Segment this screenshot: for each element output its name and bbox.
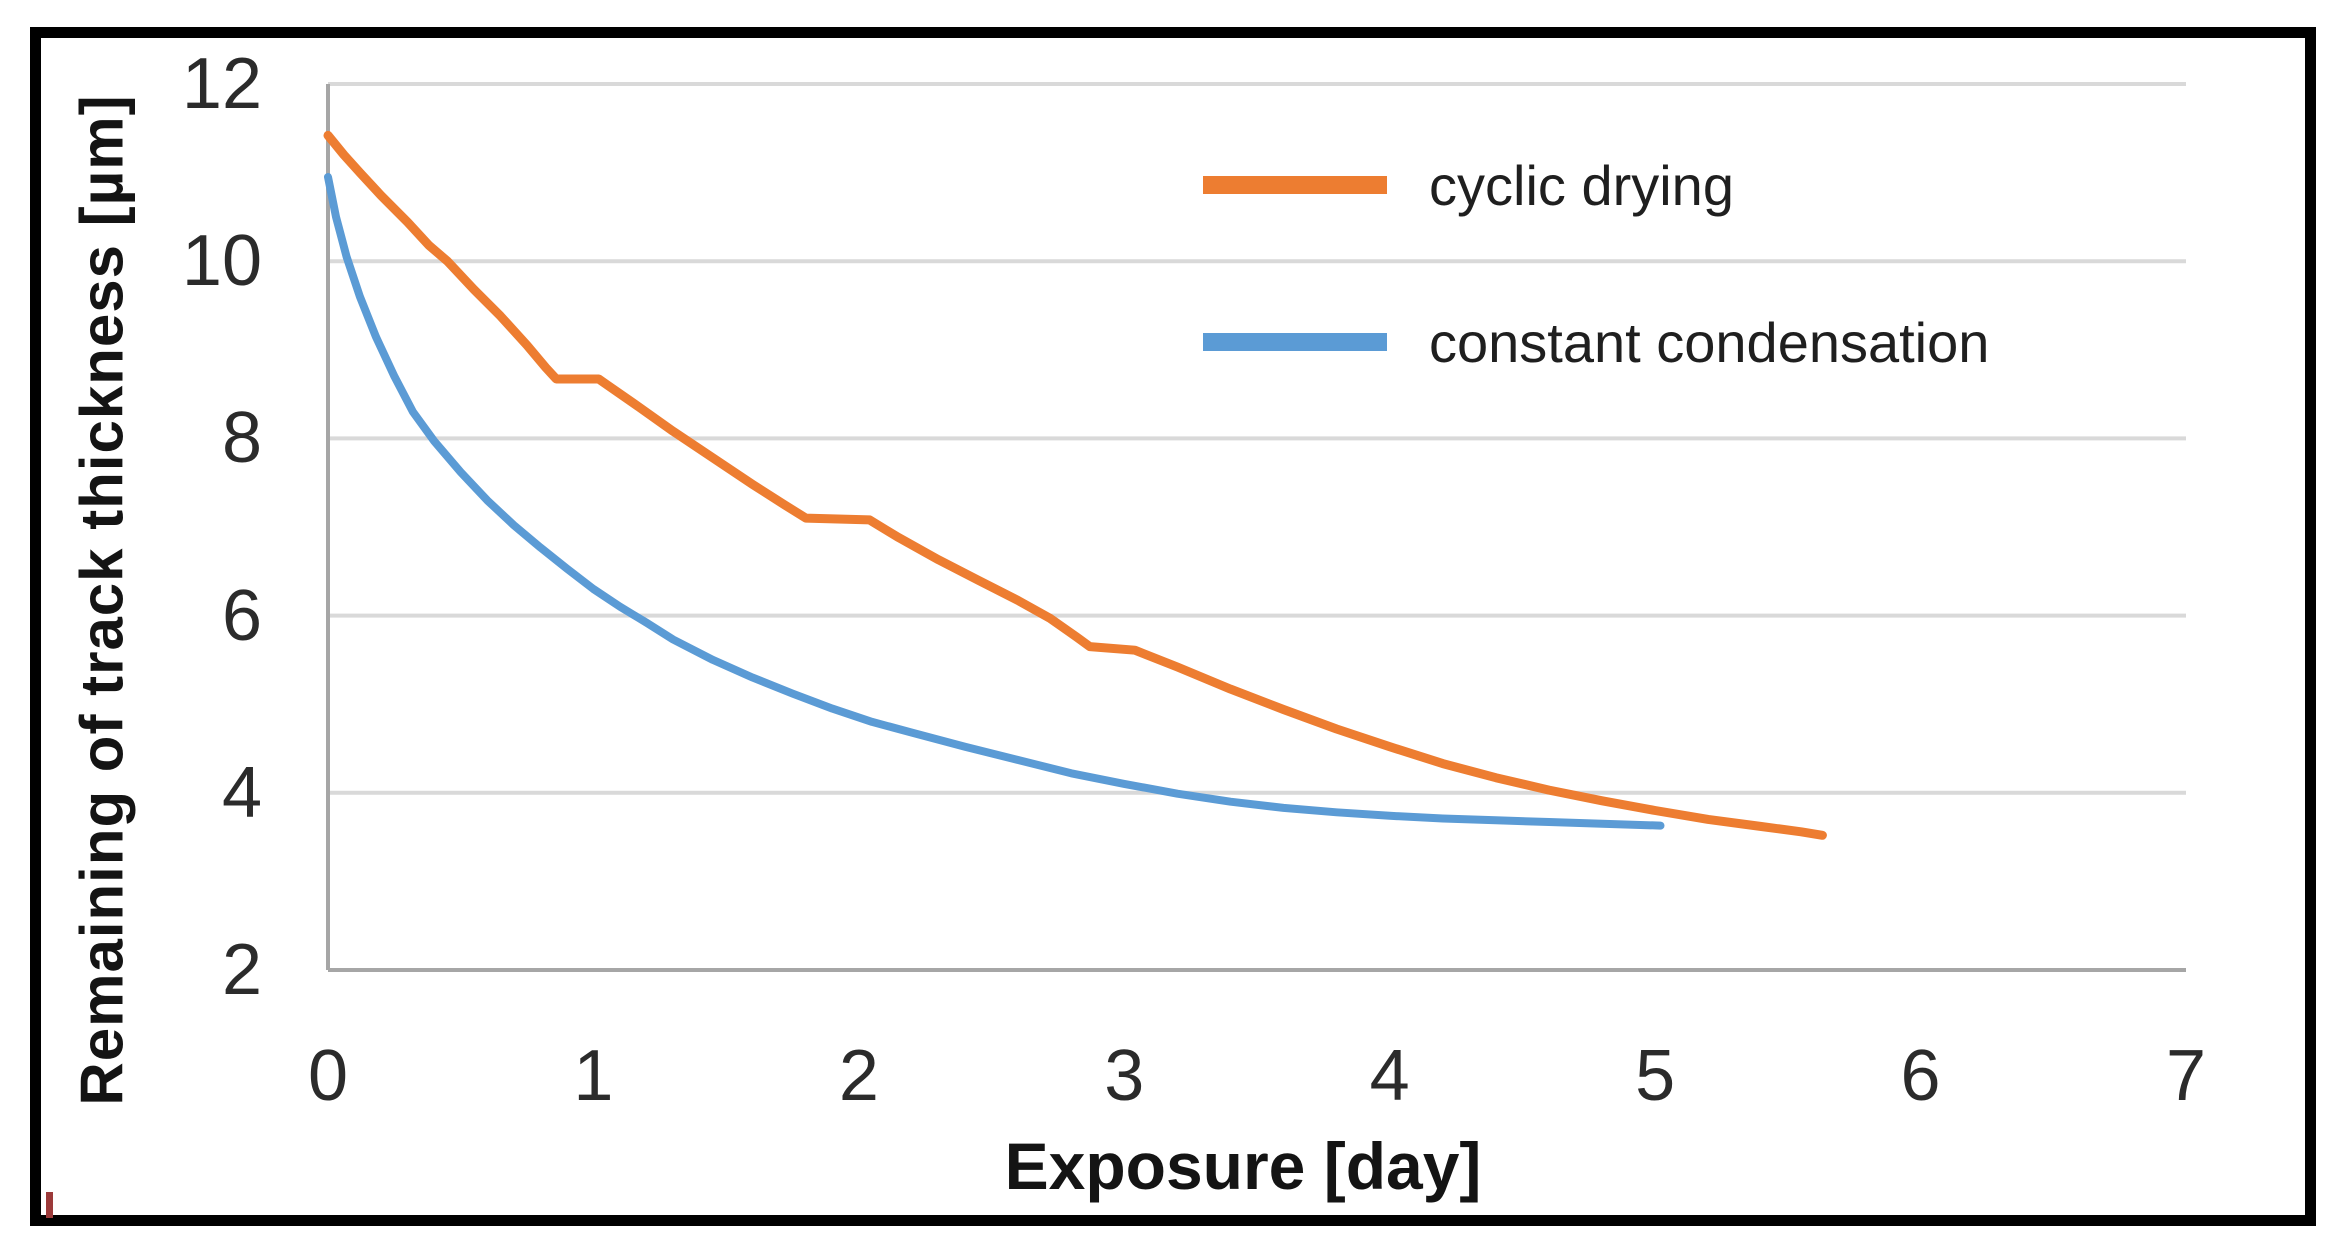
legend-label: constant condensation	[1429, 310, 1990, 374]
x-tick-label: 5	[1635, 1036, 1676, 1116]
x-axis-title: Exposure [day]	[1004, 1129, 1482, 1203]
y-axis-title: Remaining of track thickness [µm]	[68, 94, 136, 1106]
y-tick-label: 10	[181, 221, 262, 302]
legend-item: constant condensation	[1203, 302, 1989, 382]
y-tick-label: 4	[221, 752, 262, 833]
x-tick-label: 7	[2165, 1036, 2207, 1116]
x-tick-label: 0	[307, 1036, 349, 1116]
legend-swatch-cyclic-drying	[1203, 176, 1387, 194]
x-tick-label: 4	[1369, 1036, 1410, 1116]
x-tick-label: 6	[1900, 1036, 1941, 1116]
x-tick-label: 1	[573, 1036, 614, 1116]
legend-label: cyclic drying	[1429, 153, 1734, 217]
y-tick-label: 2	[221, 930, 262, 1010]
legend-swatch-constant-condensation	[1203, 333, 1387, 351]
x-tick-label: 3	[1104, 1036, 1145, 1116]
y-tick-label: 6	[221, 575, 262, 656]
series-line-cyclic-drying	[323, 130, 1827, 840]
series-line-constant-condensation	[324, 173, 1665, 830]
legend-item: cyclic drying	[1203, 145, 1734, 225]
x-tick-label: 2	[838, 1036, 879, 1116]
y-tick-label: 8	[221, 398, 262, 479]
red-artifact-mark	[46, 1192, 53, 1218]
y-tick-label: 12	[181, 44, 262, 124]
